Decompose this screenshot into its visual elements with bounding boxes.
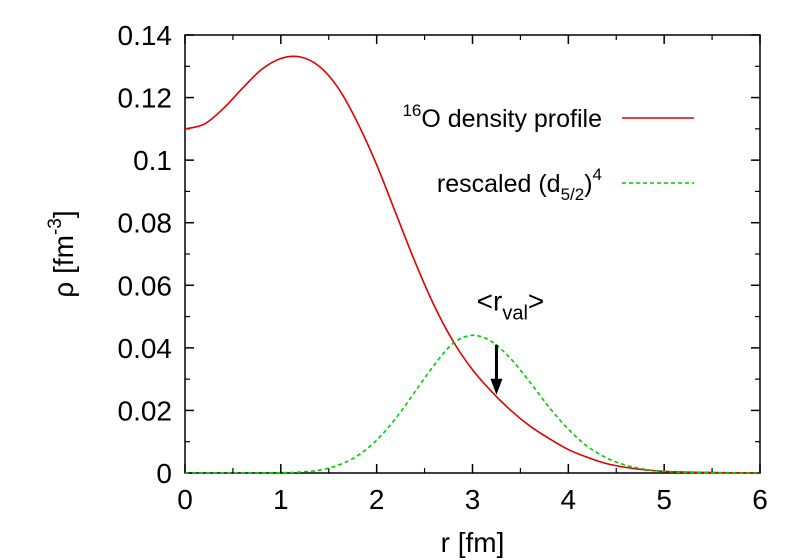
annotation-arrow-head [490, 378, 503, 395]
ticks: 0 1 2 3 4 5 6 0 0.02 0.04 0.06 0.08 0.1 0.12 0.14 [118, 20, 768, 515]
x-tick-label: 3 [465, 484, 481, 515]
axis-labels: r [fm] ρ [fm-3] [45, 210, 504, 558]
x-tick-label: 4 [561, 484, 577, 515]
y-tick-label: 0.08 [118, 208, 173, 239]
legend-label-1: rescaled (d5/2)4 [437, 165, 602, 204]
annotation: <rval> [477, 286, 545, 395]
y-tick-label: 0.06 [118, 270, 173, 301]
x-tick-label: 1 [273, 484, 289, 515]
x-tick-label: 2 [369, 484, 385, 515]
y-tick-label: 0.14 [118, 20, 173, 51]
y-tick-label: 0.04 [118, 333, 173, 364]
series-line-0 [184, 55, 761, 474]
y-axis-label: ρ [fm-3] [45, 210, 79, 297]
annotation-label: <rval> [477, 286, 545, 325]
axes [184, 34, 761, 474]
y-tick-label: 0.1 [133, 145, 172, 176]
legend: 16O density profile rescaled (d5/2)4 [402, 101, 694, 204]
plot-frame [184, 34, 761, 474]
y-tick-label: 0 [156, 458, 172, 489]
series-group [184, 55, 761, 474]
x-tick-label: 5 [656, 484, 672, 515]
legend-label-0: 16O density profile [402, 101, 602, 133]
x-axis-label: r [fm] [441, 527, 505, 558]
y-tick-label: 0.12 [118, 83, 173, 114]
x-tick-label: 6 [752, 484, 768, 515]
y-tick-label: 0.02 [118, 395, 173, 426]
x-tick-label: 0 [177, 484, 193, 515]
series-line-1 [184, 334, 761, 474]
